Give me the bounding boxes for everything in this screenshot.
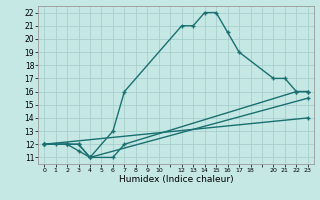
X-axis label: Humidex (Indice chaleur): Humidex (Indice chaleur) (119, 175, 233, 184)
